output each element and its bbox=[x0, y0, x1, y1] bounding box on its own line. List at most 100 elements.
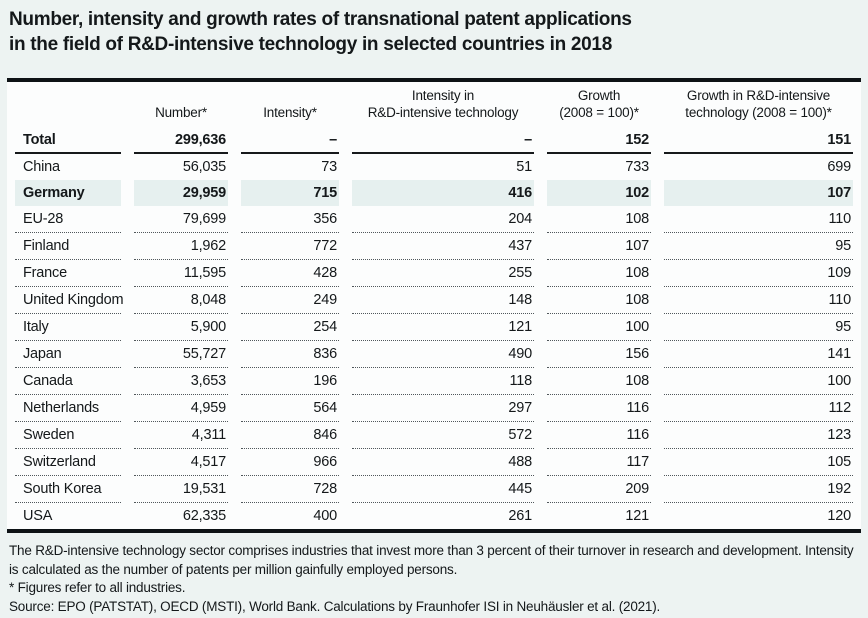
cell-number: 55,727 bbox=[134, 341, 228, 368]
cell-number: 56,035 bbox=[182, 159, 226, 175]
cell-intensity: 249 bbox=[241, 287, 339, 314]
cell-number: 4,517 bbox=[134, 449, 228, 476]
row-label: EU-28 bbox=[15, 206, 121, 233]
cell-intensity-rd: 148 bbox=[352, 287, 534, 314]
row-label: Netherlands bbox=[15, 395, 121, 422]
cell-number: 3,653 bbox=[134, 368, 228, 395]
col-header-growth-rd: Growth in R&D-intensive technology (2008… bbox=[685, 88, 832, 120]
cell-number: 19,531 bbox=[134, 476, 228, 503]
cell-number: 79,699 bbox=[134, 206, 228, 233]
figure-title-line2: in the field of R&D-intensive technology… bbox=[9, 34, 612, 55]
cell-intensity: 966 bbox=[241, 449, 339, 476]
cell-intensity: 772 bbox=[241, 233, 339, 260]
table-row-italy: Italy 5,900 254 121 100 95 bbox=[15, 314, 853, 341]
cell-intensity-rd: 204 bbox=[352, 206, 534, 233]
footnotes: The R&D-intensive technology sector comp… bbox=[9, 542, 859, 616]
cell-intensity-rd: 51 bbox=[516, 159, 532, 175]
cell-intensity-rd: 416 bbox=[352, 180, 534, 206]
figure-title-line1: Number, intensity and growth rates of tr… bbox=[9, 9, 632, 30]
cell-growth: 116 bbox=[547, 395, 651, 422]
row-label: Switzerland bbox=[15, 449, 121, 476]
cell-growth: 108 bbox=[547, 287, 651, 314]
table-row-netherlands: Netherlands 4,959 564 297 116 112 bbox=[15, 395, 853, 422]
cell-growth-rd: 112 bbox=[664, 395, 853, 422]
row-label: Canada bbox=[15, 368, 121, 395]
row-label: Sweden bbox=[15, 422, 121, 449]
cell-growth: 117 bbox=[547, 449, 651, 476]
col-header-country bbox=[15, 121, 121, 128]
cell-intensity: 564 bbox=[241, 395, 339, 422]
row-label: China bbox=[23, 159, 60, 175]
row-label: France bbox=[15, 260, 121, 287]
cell-number: 1,962 bbox=[134, 233, 228, 260]
note-source: Source: EPO (PATSTAT), OECD (MSTI), Worl… bbox=[9, 598, 661, 614]
table-header-row: Number* Intensity* Intensity in R&D-inte… bbox=[15, 82, 853, 128]
cell-growth-rd: 141 bbox=[664, 341, 853, 368]
table-row-eu28: EU-28 79,699 356 204 108 110 bbox=[15, 206, 853, 233]
cell-intensity: 73 bbox=[321, 159, 337, 175]
cell-growth: 116 bbox=[547, 422, 651, 449]
table-row-china: China 56,035 73 51 733 699 bbox=[15, 154, 853, 180]
row-label: Finland bbox=[15, 233, 121, 260]
cell-growth-rd: 151 bbox=[664, 128, 853, 154]
cell-growth-rd: 100 bbox=[664, 368, 853, 395]
cell-intensity: – bbox=[241, 128, 339, 154]
cell-intensity-rd: 490 bbox=[352, 341, 534, 368]
cell-growth: 108 bbox=[547, 368, 651, 395]
figure-title: Number, intensity and growth rates of tr… bbox=[0, 0, 868, 57]
cell-number: 4,959 bbox=[134, 395, 228, 422]
cell-intensity-rd: 255 bbox=[352, 260, 534, 287]
note-asterisk: * Figures refer to all industries. bbox=[9, 580, 186, 595]
cell-number: 4,311 bbox=[134, 422, 228, 449]
row-label: South Korea bbox=[15, 476, 121, 503]
cell-intensity: 400 bbox=[313, 508, 337, 524]
cell-intensity-rd: 488 bbox=[352, 449, 534, 476]
cell-number: 5,900 bbox=[134, 314, 228, 341]
cell-growth-rd: 192 bbox=[664, 476, 853, 503]
col-header-number: Number* bbox=[155, 105, 207, 120]
cell-growth: 100 bbox=[547, 314, 651, 341]
col-header-growth: Growth (2008 = 100)* bbox=[559, 88, 639, 120]
cell-intensity-rd: – bbox=[352, 128, 534, 154]
row-label: Total bbox=[15, 128, 121, 154]
table-row-canada: Canada 3,653 196 118 108 100 bbox=[15, 368, 853, 395]
table-row-germany-highlighted: Germany 29,959 715 416 102 107 bbox=[15, 180, 853, 206]
row-label: Japan bbox=[15, 341, 121, 368]
cell-intensity: 846 bbox=[241, 422, 339, 449]
cell-number: 299,636 bbox=[134, 128, 228, 154]
cell-intensity-rd: 437 bbox=[352, 233, 534, 260]
cell-intensity-rd: 297 bbox=[352, 395, 534, 422]
cell-intensity: 428 bbox=[241, 260, 339, 287]
cell-growth: 121 bbox=[625, 508, 649, 524]
cell-growth: 156 bbox=[547, 341, 651, 368]
cell-number: 29,959 bbox=[134, 180, 228, 206]
row-label: United Kingdom bbox=[15, 287, 124, 314]
row-label: USA bbox=[23, 508, 53, 524]
data-table: Number* Intensity* Intensity in R&D-inte… bbox=[7, 78, 861, 533]
cell-intensity-rd: 445 bbox=[352, 476, 534, 503]
cell-growth-rd: 107 bbox=[664, 180, 853, 206]
cell-growth-rd: 105 bbox=[664, 449, 853, 476]
cell-growth-rd: 110 bbox=[664, 206, 853, 233]
cell-growth-rd: 95 bbox=[664, 233, 853, 260]
cell-number: 62,335 bbox=[182, 508, 226, 524]
cell-intensity: 254 bbox=[241, 314, 339, 341]
table-row-switzerland: Switzerland 4,517 966 488 117 105 bbox=[15, 449, 853, 476]
cell-growth: 108 bbox=[547, 260, 651, 287]
cell-growth-rd: 95 bbox=[664, 314, 853, 341]
cell-growth: 108 bbox=[547, 206, 651, 233]
cell-intensity: 836 bbox=[241, 341, 339, 368]
cell-intensity: 196 bbox=[241, 368, 339, 395]
cell-intensity: 728 bbox=[241, 476, 339, 503]
cell-intensity-rd: 118 bbox=[352, 368, 534, 395]
cell-intensity-rd: 261 bbox=[508, 508, 532, 524]
cell-intensity: 356 bbox=[241, 206, 339, 233]
cell-growth: 209 bbox=[547, 476, 651, 503]
row-label: Italy bbox=[15, 314, 121, 341]
cell-growth-rd: 109 bbox=[664, 260, 853, 287]
table-row-finland: Finland 1,962 772 437 107 95 bbox=[15, 233, 853, 260]
cell-intensity-rd: 572 bbox=[352, 422, 534, 449]
table-row-south-korea: South Korea 19,531 728 445 209 192 bbox=[15, 476, 853, 503]
cell-growth: 107 bbox=[547, 233, 651, 260]
